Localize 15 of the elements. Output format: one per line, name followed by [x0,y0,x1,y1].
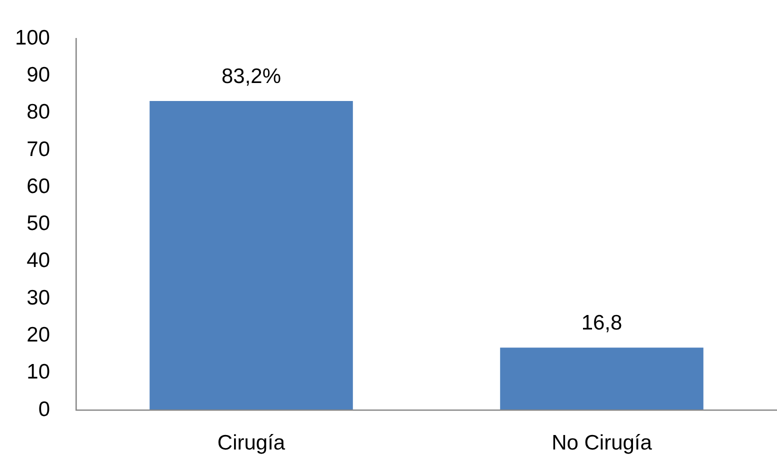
y-tick-label: 100 [14,26,50,50]
y-tick-label: 50 [26,212,50,236]
y-tick-label: 60 [26,174,50,198]
y-tick-label: 80 [26,100,50,124]
y-tick-label: 40 [26,249,50,272]
y-tick-label: 10 [26,360,50,384]
y-tick-label: 30 [26,286,50,310]
x-tick-label: Cirugía [217,431,286,454]
x-tick-label: No Cirugía [552,431,652,454]
y-tick-label: 70 [26,138,50,161]
data-label: 83,2% [221,64,282,88]
y-tick-label: 0 [38,398,50,421]
data-label: 16,8 [581,311,622,334]
y-tick-label: 20 [26,324,50,347]
y-tick-label: 90 [26,64,50,87]
